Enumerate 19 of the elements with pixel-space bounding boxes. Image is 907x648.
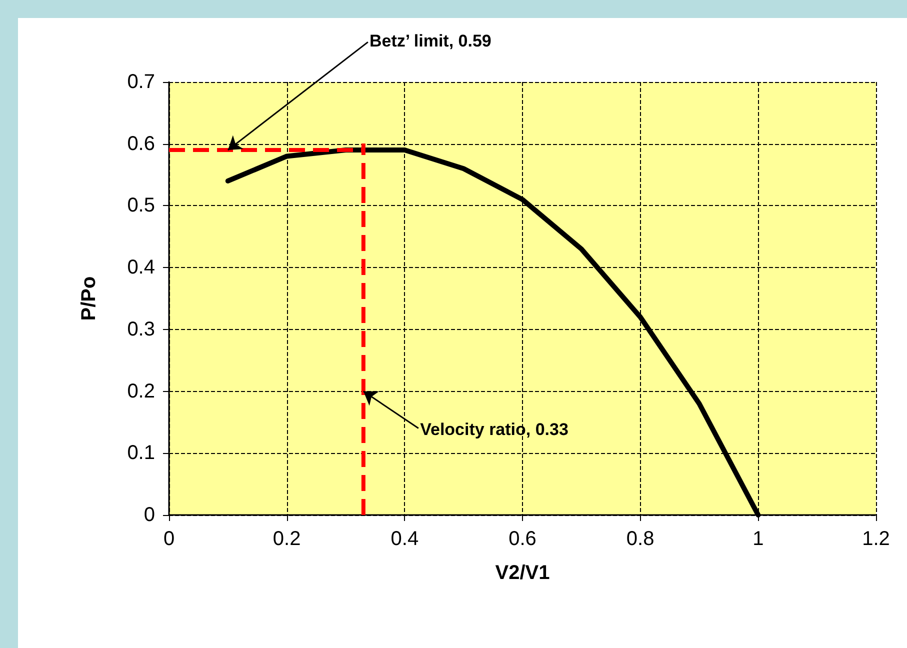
y-tick-label: 0.3 [127,318,155,340]
y-tick-label: 0.5 [127,194,155,217]
y-tick-label: 0.1 [127,442,155,464]
x-tick-label: 0.8 [626,528,654,550]
x-axis-title: V2/V1 [495,562,550,584]
annotation: Betz’ limit, 0.59 [370,31,492,50]
x-tick-label: 1.2 [862,528,890,550]
x-tick-label: 0.6 [508,528,536,550]
y-axis-title: P/Po [78,276,100,321]
y-tick-label: 0.6 [127,132,155,155]
y-tick-label: 0 [144,504,155,526]
y-tick-label: 0.7 [127,71,155,93]
x-tick-label: 0.4 [390,528,419,550]
x-tick-label: 0 [163,528,175,550]
annotation: Velocity ratio, 0.33 [420,420,568,439]
y-tick-label: 0.2 [127,380,155,402]
x-tick-label: 1 [752,528,764,550]
y-tick-label: 0.4 [127,256,155,279]
x-tick-label: 0.2 [272,528,301,550]
